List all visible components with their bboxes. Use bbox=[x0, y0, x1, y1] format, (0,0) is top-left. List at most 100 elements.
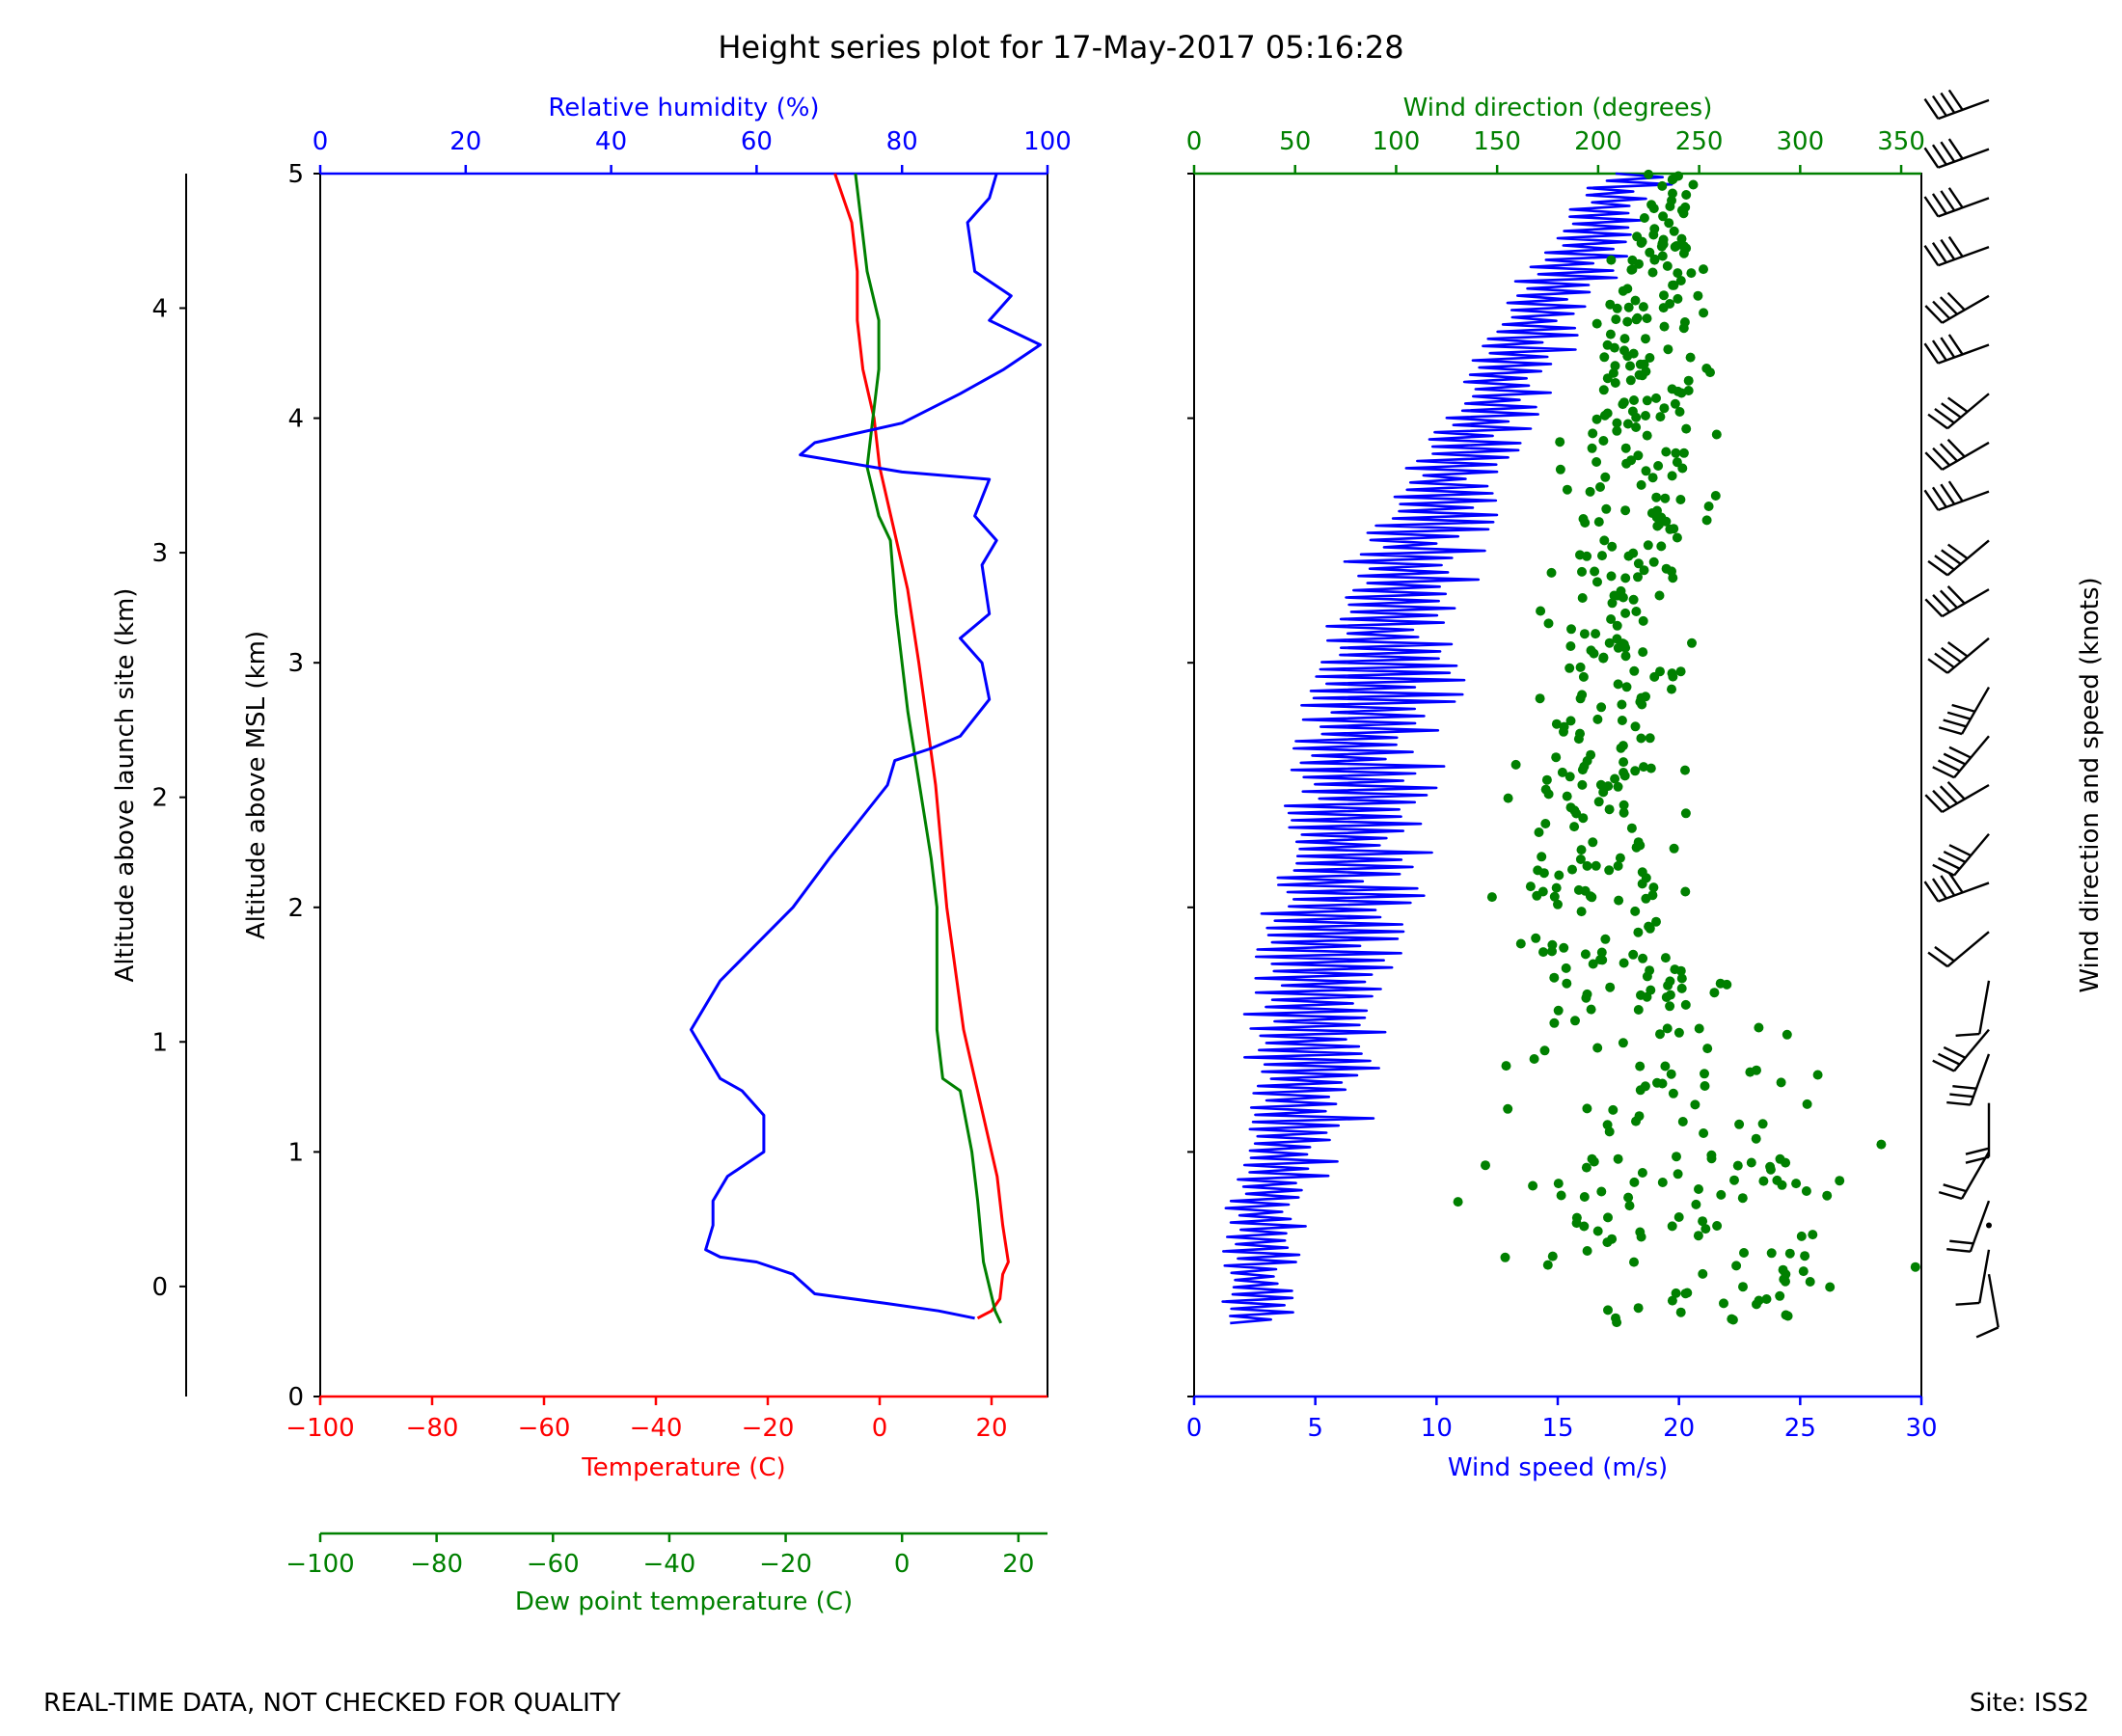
wind-direction-point bbox=[1628, 594, 1639, 605]
wind-direction-point bbox=[1536, 606, 1546, 616]
wind-direction-point bbox=[1645, 353, 1655, 363]
wind-direction-point bbox=[1709, 988, 1720, 998]
wind-direction-point bbox=[1655, 412, 1666, 422]
wind-barb-staff bbox=[1946, 637, 1990, 674]
wind-direction-point bbox=[1486, 892, 1497, 903]
wind-direction-point bbox=[1653, 461, 1664, 471]
wind-direction-point bbox=[1757, 1119, 1768, 1129]
wind-barb bbox=[1923, 89, 1990, 121]
wind-direction-point bbox=[1648, 556, 1659, 567]
wind-direction-point bbox=[1618, 1038, 1628, 1048]
wind-direction-point bbox=[1605, 329, 1616, 339]
wind-direction-point bbox=[1675, 276, 1686, 285]
wind-direction-point bbox=[1596, 947, 1607, 958]
wind-direction-point bbox=[1680, 886, 1691, 897]
wind-direction-point bbox=[1533, 865, 1543, 876]
wind-direction-point bbox=[1633, 558, 1644, 569]
wind-direction-point bbox=[1620, 642, 1631, 653]
wind-direction-point bbox=[1599, 352, 1610, 363]
wind-barb-flag bbox=[1946, 1100, 1971, 1106]
wind-barb bbox=[1938, 686, 1991, 736]
wind-direction-tick-label: 100 bbox=[1373, 127, 1421, 156]
wind-barb-flag bbox=[1955, 1032, 1980, 1037]
wind-direction-point bbox=[1798, 1266, 1809, 1277]
wind-direction-point bbox=[1593, 517, 1604, 528]
wind-direction-point bbox=[1645, 923, 1655, 934]
wind-direction-point bbox=[1618, 741, 1628, 751]
wind-direction-point bbox=[1703, 502, 1714, 511]
wind-direction-point bbox=[1581, 992, 1592, 1003]
wind-direction-point bbox=[1535, 693, 1545, 704]
rh-tick-label: 0 bbox=[313, 127, 329, 156]
wind-direction-point bbox=[1666, 1069, 1676, 1079]
dewpoint-tick-label: 0 bbox=[894, 1550, 911, 1579]
wind-direction-point bbox=[1592, 714, 1603, 724]
wind-direction-tick-label: 250 bbox=[1675, 127, 1724, 156]
wind-direction-point bbox=[1642, 430, 1652, 441]
wind-direction-point bbox=[1673, 268, 1683, 279]
wind-barb-flag bbox=[1932, 789, 1951, 809]
wind-direction-point bbox=[1631, 607, 1642, 616]
wind-barb-flag bbox=[1947, 138, 1964, 160]
wind-direction-point bbox=[1669, 226, 1679, 236]
wind-direction-point bbox=[1577, 566, 1587, 577]
wind-direction-point bbox=[1681, 423, 1692, 434]
wind-direction-point bbox=[1642, 313, 1652, 324]
wind-direction-point bbox=[1613, 781, 1623, 792]
wind-barb-staff bbox=[1960, 1151, 1991, 1200]
wind-direction-point bbox=[1559, 726, 1568, 737]
wind-direction-point bbox=[1661, 447, 1672, 457]
wind-direction-point bbox=[1602, 1120, 1613, 1130]
wind-barb bbox=[1923, 872, 1990, 903]
wind-direction-point bbox=[1619, 800, 1629, 810]
wind-direction-point bbox=[1663, 344, 1673, 355]
wind-barb-flag bbox=[1923, 881, 1940, 903]
wind-barb-flag bbox=[1931, 241, 1947, 263]
wind-direction-point bbox=[1610, 361, 1620, 371]
wind-direction-point bbox=[1588, 837, 1598, 848]
wind-direction-point bbox=[1634, 369, 1645, 380]
temperature-tick-label: −20 bbox=[742, 1414, 795, 1443]
wind-barb bbox=[1986, 1222, 1992, 1229]
wind-direction-point bbox=[1682, 1288, 1693, 1298]
dewpoint-axis-label: Dew point temperature (C) bbox=[515, 1587, 853, 1616]
wind-barb bbox=[1946, 1200, 1991, 1253]
wind-barb-flag bbox=[1923, 245, 1940, 266]
wind-direction-point bbox=[1540, 819, 1551, 828]
wind-barb-flag bbox=[1923, 147, 1940, 169]
wind-barb bbox=[1923, 480, 1990, 511]
wind-direction-point bbox=[1698, 1268, 1708, 1279]
wind-direction-point bbox=[1622, 316, 1633, 327]
wind-barb-flag bbox=[1975, 1326, 2000, 1339]
wind-direction-point bbox=[1711, 429, 1722, 440]
wind-barb-flag bbox=[1946, 438, 1966, 458]
wind-direction-point bbox=[1805, 1277, 1815, 1287]
wind-direction-point bbox=[1571, 1218, 1582, 1229]
wind-direction-point bbox=[1582, 860, 1592, 871]
wind-barb-staff bbox=[1960, 686, 1991, 735]
wind-direction-point bbox=[1675, 495, 1686, 504]
wind-direction-point bbox=[1588, 959, 1598, 969]
wind-barb-staff bbox=[1969, 1053, 1991, 1105]
wind-direction-point bbox=[1598, 436, 1609, 446]
wind-barb bbox=[1955, 1249, 1991, 1306]
wind-direction-point bbox=[1675, 666, 1686, 677]
wind-direction-point bbox=[1781, 1276, 1790, 1287]
wind-barb-flag bbox=[1939, 443, 1958, 462]
wind-direction-point bbox=[1705, 367, 1715, 378]
msl-tick-label: 2 bbox=[287, 894, 304, 923]
wind-direction-point bbox=[1660, 493, 1671, 503]
wind-barb-staff bbox=[1937, 882, 1990, 903]
wind-direction-point bbox=[1637, 1168, 1647, 1178]
wind-direction-point bbox=[1597, 551, 1607, 561]
wind-direction-point bbox=[1607, 541, 1618, 552]
wind-direction-point bbox=[1710, 491, 1721, 501]
wind-direction-point bbox=[1579, 629, 1590, 639]
wind-direction-point bbox=[1576, 845, 1587, 855]
wind-direction-point bbox=[1537, 886, 1548, 897]
wind-speed-tick-label: 5 bbox=[1307, 1414, 1323, 1443]
wind-series bbox=[1221, 169, 1920, 1328]
wind-direction-point bbox=[1566, 624, 1576, 635]
wind-direction-point bbox=[1633, 572, 1643, 583]
wind-direction-point bbox=[1547, 946, 1557, 957]
